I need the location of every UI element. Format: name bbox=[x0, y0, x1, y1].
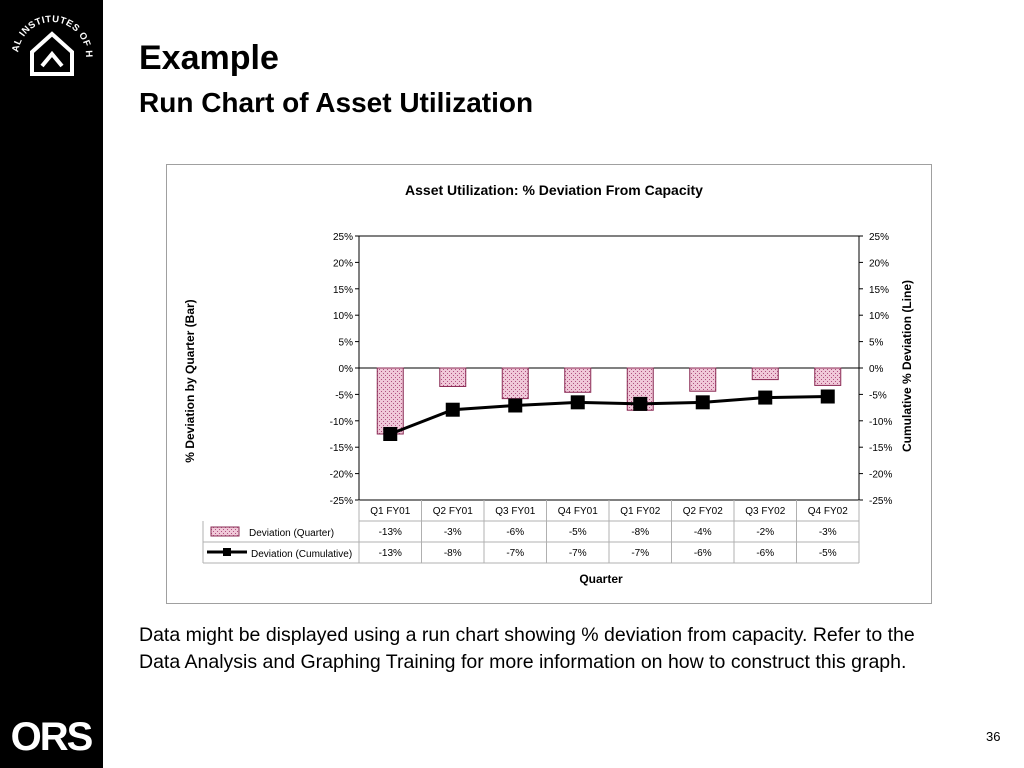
svg-text:NATIONAL INSTITUTES OF HEALTH: NATIONAL INSTITUTES OF HEALTH bbox=[6, 4, 94, 58]
bar bbox=[439, 367, 467, 387]
x-tick-label: Q1 FY01 bbox=[370, 506, 410, 517]
y-tick-label: 10% bbox=[333, 311, 353, 322]
data-label: -3% bbox=[819, 527, 837, 538]
line-marker bbox=[445, 402, 460, 417]
y-tick-label: 5% bbox=[339, 338, 354, 349]
y2-tick-label: -5% bbox=[869, 390, 887, 401]
data-label: -8% bbox=[444, 548, 462, 559]
legend-label: Deviation (Quarter) bbox=[249, 528, 334, 539]
data-label: -6% bbox=[756, 548, 774, 559]
data-label: -3% bbox=[444, 527, 462, 538]
data-label: -4% bbox=[694, 527, 712, 538]
y2-tick-label: 20% bbox=[869, 258, 889, 269]
data-label: -7% bbox=[569, 548, 587, 559]
y2-tick-label: -25% bbox=[869, 496, 892, 507]
ors-logo-text: ORS bbox=[11, 715, 92, 758]
line-marker bbox=[383, 427, 398, 441]
x-tick-label: Q3 FY01 bbox=[495, 506, 535, 517]
y-tick-label: 25% bbox=[333, 232, 353, 243]
y-tick-label: 15% bbox=[333, 285, 353, 296]
y2-tick-label: 15% bbox=[869, 285, 889, 296]
bar bbox=[501, 367, 529, 400]
data-label: -8% bbox=[631, 527, 649, 538]
nih-logo: NATIONAL INSTITUTES OF HEALTH bbox=[6, 4, 94, 76]
y-tick-label: -20% bbox=[330, 470, 353, 481]
legend-key-marker bbox=[223, 548, 231, 556]
bar bbox=[564, 367, 592, 393]
y-tick-label: 0% bbox=[339, 364, 354, 375]
y-tick-label: 20% bbox=[333, 258, 353, 269]
y-tick-label: -10% bbox=[330, 417, 353, 428]
y-tick-label: -15% bbox=[330, 443, 353, 454]
y2-tick-label: 0% bbox=[869, 364, 884, 375]
y2-tick-label: 10% bbox=[869, 311, 889, 322]
slide-title: Example bbox=[139, 39, 279, 77]
run-chart: Asset Utilization: % Deviation From Capa… bbox=[183, 182, 914, 586]
y2-tick-label: -20% bbox=[869, 470, 892, 481]
line-marker bbox=[758, 390, 773, 405]
data-label: -6% bbox=[506, 527, 524, 538]
chart-title: Asset Utilization: % Deviation From Capa… bbox=[405, 182, 703, 198]
line-marker bbox=[633, 396, 648, 411]
data-label: -13% bbox=[379, 548, 402, 559]
chart-frame: Asset Utilization: % Deviation From Capa… bbox=[166, 164, 932, 604]
line-marker bbox=[820, 389, 835, 404]
data-label: -2% bbox=[756, 527, 774, 538]
y-tick-label: -25% bbox=[330, 496, 353, 507]
cumulative-line bbox=[389, 395, 828, 436]
page-number: 36 bbox=[986, 729, 1001, 744]
y2-tick-label: -10% bbox=[869, 417, 892, 428]
data-label: -7% bbox=[631, 548, 649, 559]
bar bbox=[814, 367, 842, 386]
bar bbox=[376, 367, 404, 435]
y2-tick-label: -15% bbox=[869, 443, 892, 454]
y2-axis-title: Cumulative % Deviation (Line) bbox=[900, 280, 914, 452]
bar bbox=[689, 367, 717, 392]
data-label: -7% bbox=[506, 548, 524, 559]
line-marker bbox=[570, 395, 585, 410]
x-tick-label: Q2 FY02 bbox=[683, 506, 723, 517]
x-tick-label: Q4 FY02 bbox=[808, 506, 848, 517]
nih-logo-text: NATIONAL INSTITUTES OF HEALTH bbox=[6, 4, 94, 58]
x-tick-label: Q4 FY01 bbox=[558, 506, 598, 517]
legend-label: Deviation (Cumulative) bbox=[251, 549, 352, 560]
sidebar: NATIONAL INSTITUTES OF HEALTH ORS bbox=[0, 0, 103, 768]
y-axis-title: % Deviation by Quarter (Bar) bbox=[183, 299, 197, 462]
x-tick-label: Q1 FY02 bbox=[620, 506, 660, 517]
data-label: -6% bbox=[694, 548, 712, 559]
legend-key-bar bbox=[210, 526, 240, 537]
ors-logo: ORS bbox=[11, 715, 92, 758]
data-label: -5% bbox=[819, 548, 837, 559]
x-tick-label: Q2 FY01 bbox=[433, 506, 473, 517]
slide-description: Data might be displayed using a run char… bbox=[139, 624, 915, 673]
y2-tick-label: 25% bbox=[869, 232, 889, 243]
data-label: -5% bbox=[569, 527, 587, 538]
x-axis-title: Quarter bbox=[579, 572, 623, 586]
slide-subtitle: Run Chart of Asset Utilization bbox=[139, 87, 534, 118]
y-tick-label: -5% bbox=[335, 390, 353, 401]
line-marker bbox=[695, 395, 710, 410]
data-label: -13% bbox=[379, 527, 402, 538]
line-marker bbox=[508, 398, 523, 413]
x-tick-label: Q3 FY02 bbox=[745, 506, 785, 517]
bar bbox=[751, 367, 779, 381]
y2-tick-label: 5% bbox=[869, 338, 884, 349]
